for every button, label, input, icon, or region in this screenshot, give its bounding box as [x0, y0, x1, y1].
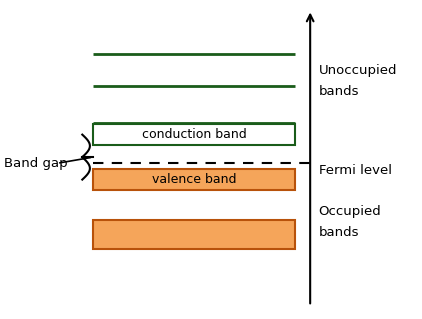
Text: valence band: valence band	[152, 173, 236, 186]
Text: Fermi level: Fermi level	[319, 164, 392, 177]
Text: Occupied
bands: Occupied bands	[319, 205, 381, 239]
Bar	[93, 124, 295, 145]
Text: Band gap: Band gap	[4, 157, 68, 170]
Text: conduction band: conduction band	[142, 128, 246, 141]
Bar	[93, 220, 295, 249]
Bar	[93, 169, 295, 190]
Text: Unoccupied
bands: Unoccupied bands	[319, 64, 397, 98]
